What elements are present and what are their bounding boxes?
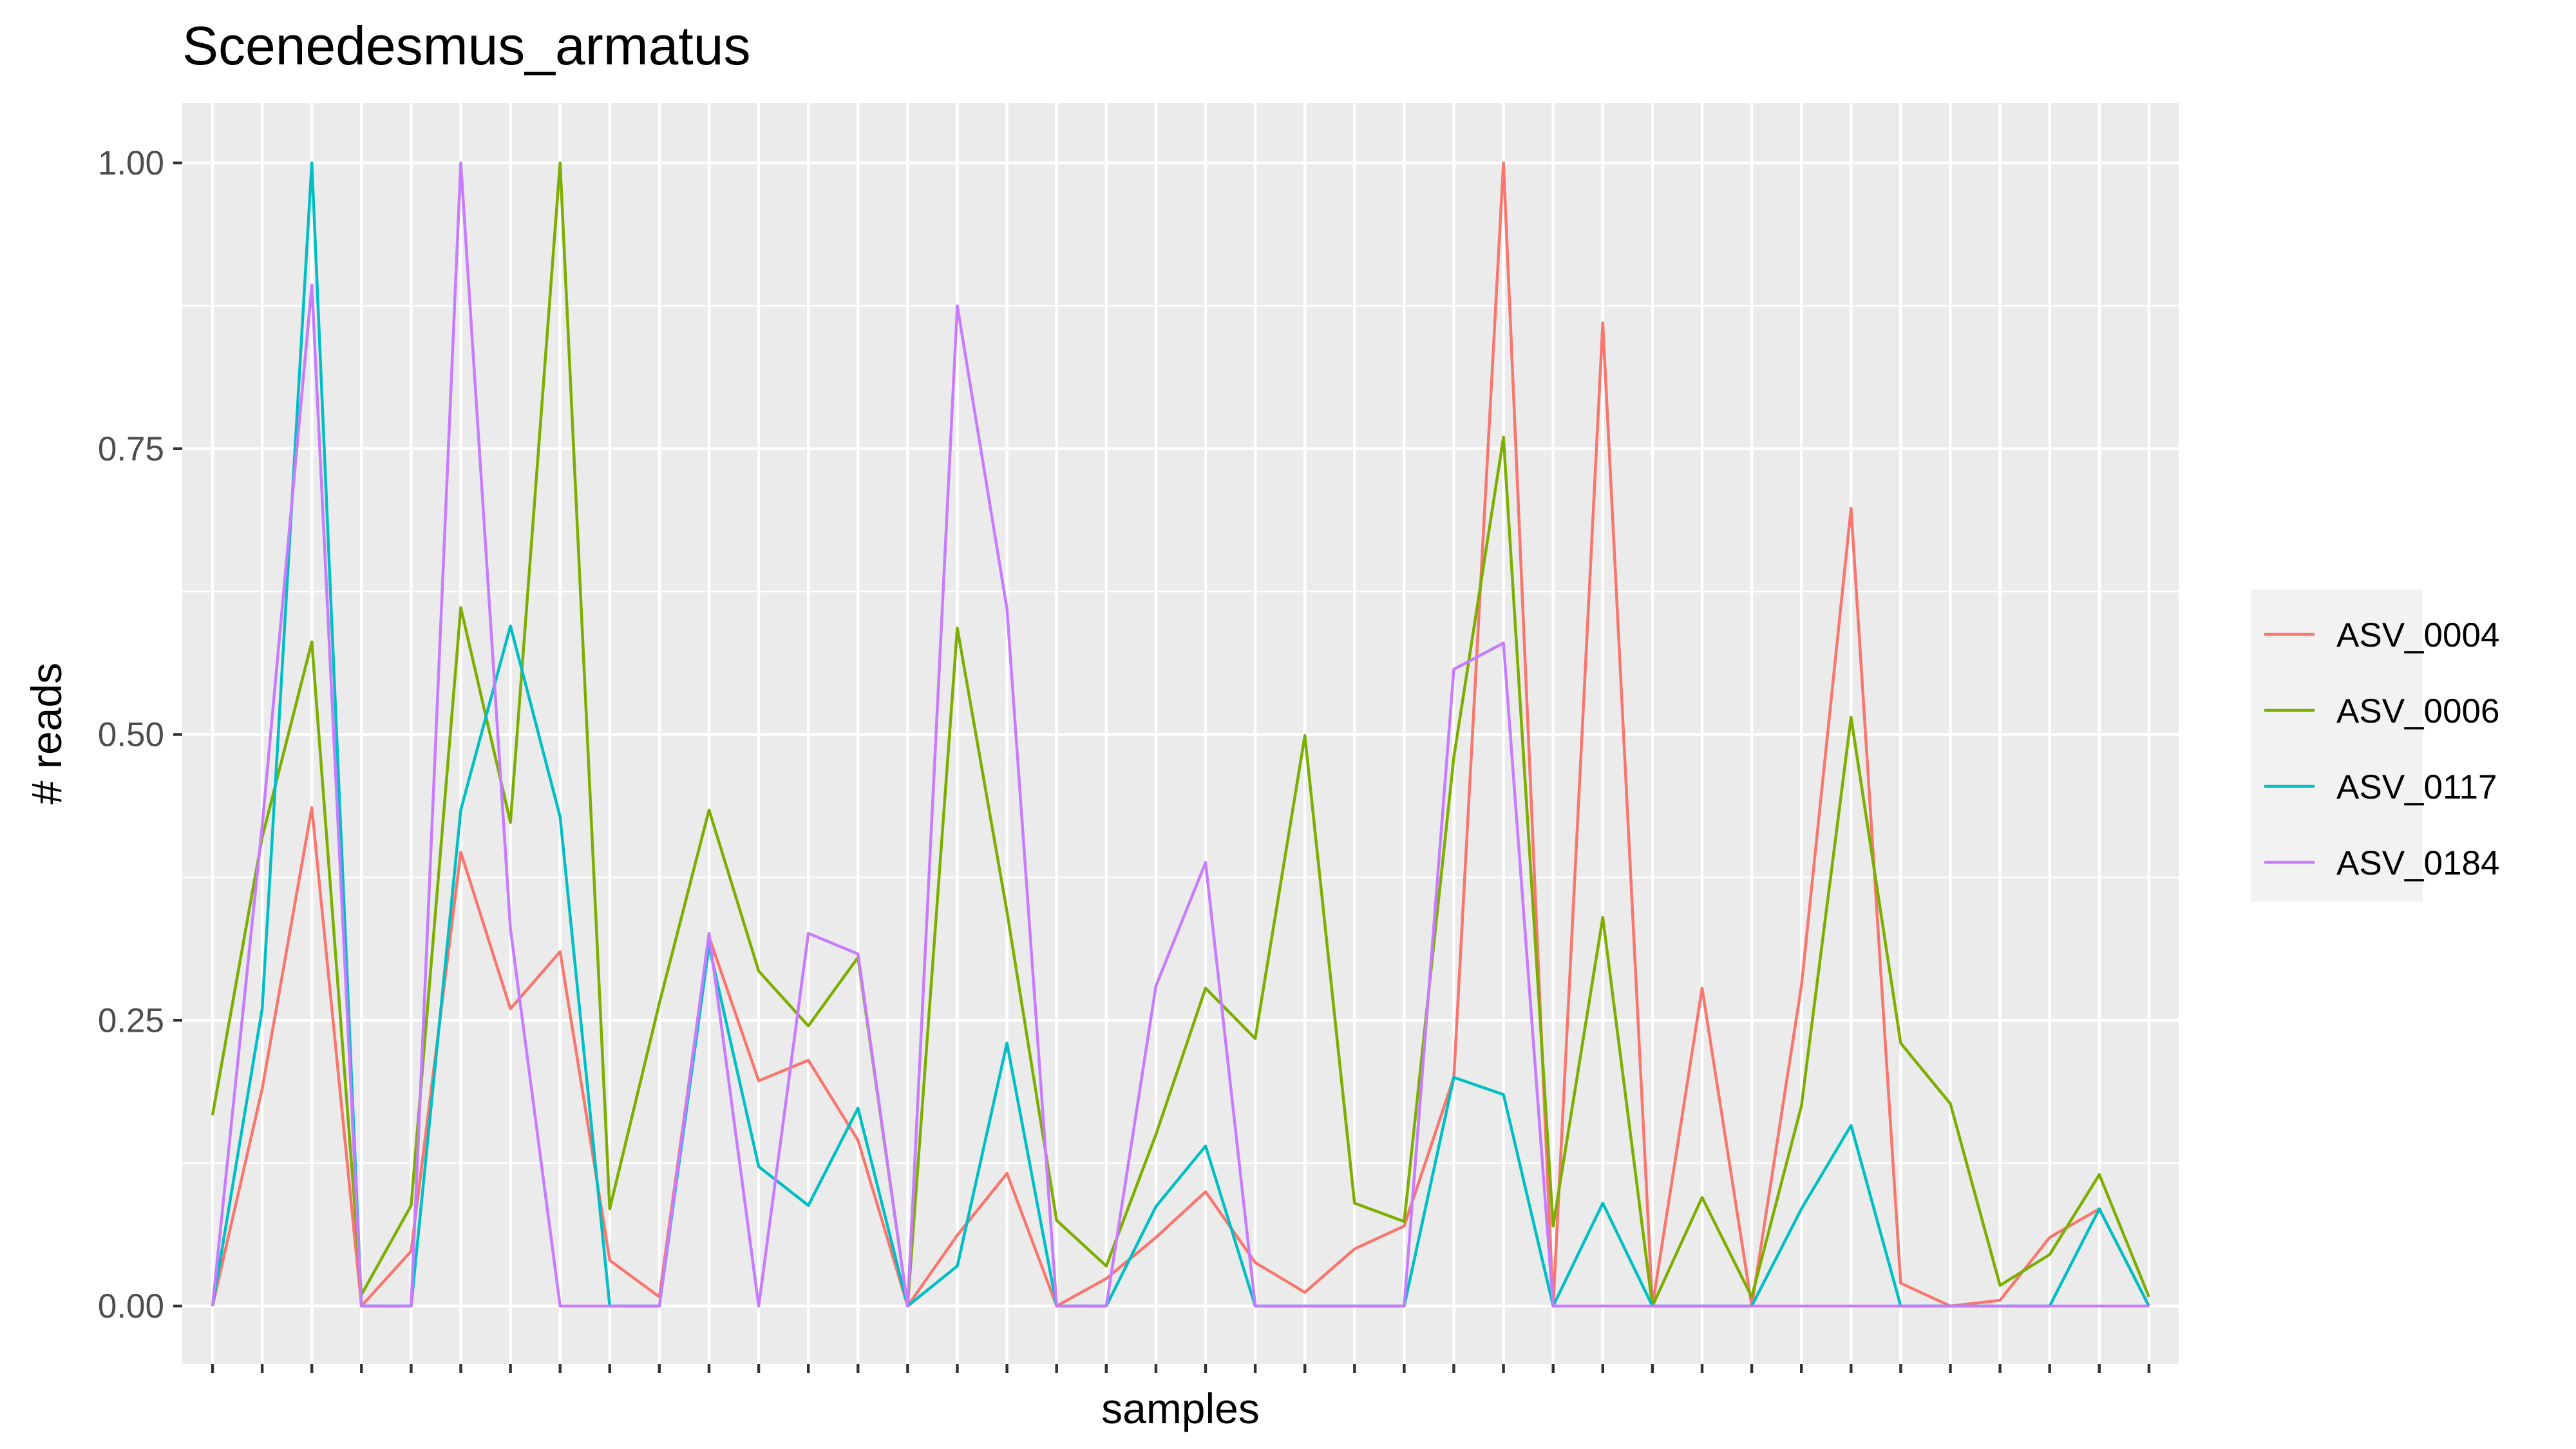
y-tick-label: 0.50 bbox=[98, 716, 164, 754]
legend-background bbox=[2251, 589, 2423, 902]
legend-label: ASV_0004 bbox=[2336, 616, 2499, 654]
series-line-asv-0004 bbox=[211, 161, 2150, 1308]
series-lines bbox=[211, 161, 2150, 1308]
grid-major bbox=[182, 103, 2179, 1364]
grid-minor bbox=[182, 305, 2179, 1164]
y-axis-title: # reads bbox=[23, 663, 70, 804]
legend-label: ASV_0117 bbox=[2336, 768, 2497, 806]
series-line-asv-0117 bbox=[211, 161, 2150, 1308]
series-line-asv-0184 bbox=[211, 161, 2149, 1308]
x-axis-title: samples bbox=[1101, 1385, 1260, 1432]
y-axis: 0.00 0.25 0.50 0.75 1.00 bbox=[98, 144, 182, 1325]
legend: ASV_0004 ASV_0006 ASV_0117 ASV_0184 bbox=[2251, 589, 2499, 902]
chart-title: Scenedesmus_armatus bbox=[182, 15, 750, 76]
y-tick-label: 0.75 bbox=[98, 430, 164, 468]
legend-label: ASV_0006 bbox=[2336, 692, 2499, 730]
legend-label: ASV_0184 bbox=[2336, 844, 2499, 882]
y-tick-label: 1.00 bbox=[98, 144, 164, 182]
y-tick-label: 0.00 bbox=[98, 1287, 164, 1325]
y-tick-label: 0.25 bbox=[98, 1001, 164, 1039]
series-line-asv-0006 bbox=[211, 161, 2150, 1308]
x-axis bbox=[211, 1364, 2151, 1373]
